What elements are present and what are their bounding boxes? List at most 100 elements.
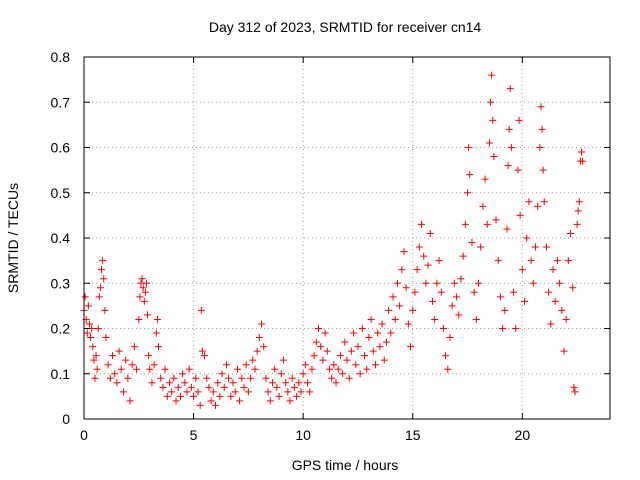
data-point — [343, 356, 351, 364]
data-point — [567, 229, 575, 237]
data-point — [170, 374, 178, 382]
data-point — [308, 365, 316, 373]
data-point — [420, 252, 428, 260]
data-point — [260, 343, 268, 351]
data-point — [503, 225, 511, 233]
data-point — [183, 388, 191, 396]
data-point — [475, 279, 482, 287]
data-point — [133, 365, 141, 373]
data-point — [470, 288, 478, 296]
data-point — [142, 279, 150, 287]
data-point — [560, 347, 568, 355]
data-point — [446, 334, 454, 342]
data-point — [380, 356, 388, 364]
data-point — [240, 383, 248, 391]
data-point — [106, 374, 114, 382]
data-point — [472, 315, 480, 323]
data-point — [510, 288, 518, 296]
data-point — [284, 388, 292, 396]
data-point — [161, 365, 169, 373]
x-tick-label: 15 — [405, 427, 421, 443]
data-point — [455, 311, 463, 319]
data-point — [321, 329, 329, 337]
y-tick-label: 0.3 — [51, 275, 71, 291]
data-point — [148, 379, 156, 387]
data-point — [117, 365, 125, 373]
data-point — [218, 370, 226, 378]
data-point — [465, 144, 473, 151]
data-point — [396, 302, 404, 310]
data-point — [411, 288, 419, 296]
data-point — [136, 293, 144, 301]
data-point — [205, 383, 213, 391]
data-point — [354, 343, 362, 351]
data-point — [448, 302, 456, 310]
data-point — [553, 257, 561, 265]
data-point — [571, 388, 579, 396]
data-point — [435, 257, 443, 265]
data-point — [398, 266, 406, 274]
data-point — [459, 252, 467, 260]
data-point — [247, 374, 255, 382]
data-point — [111, 370, 119, 378]
data-point — [197, 306, 205, 314]
data-point — [89, 343, 97, 351]
data-point — [413, 266, 421, 274]
data-point — [457, 275, 465, 283]
data-point — [496, 293, 504, 301]
data-point — [336, 352, 344, 360]
chart-title: Day 312 of 2023, SRMTID for receiver cn1… — [209, 19, 482, 35]
data-point — [233, 365, 241, 373]
data-point — [293, 392, 301, 400]
data-point — [229, 379, 237, 387]
data-point — [266, 397, 274, 405]
data-point — [222, 361, 230, 369]
data-point — [304, 379, 312, 387]
data-point — [494, 257, 502, 265]
data-point — [93, 365, 101, 373]
data-point — [192, 374, 200, 382]
data-point — [551, 297, 559, 305]
data-point — [371, 361, 379, 369]
data-point — [152, 329, 160, 337]
data-point — [453, 293, 461, 301]
data-point — [282, 379, 290, 387]
data-point — [376, 343, 384, 351]
data-point — [273, 383, 281, 391]
data-point — [209, 388, 217, 396]
grid-layer — [84, 57, 610, 419]
data-point — [297, 388, 305, 396]
data-point — [573, 220, 581, 228]
data-point — [306, 388, 314, 396]
data-point — [538, 125, 546, 133]
data-point — [212, 401, 219, 409]
data-point — [389, 293, 397, 301]
data-point — [271, 365, 279, 373]
data-point — [94, 325, 102, 332]
data-point — [485, 139, 493, 147]
data-point — [466, 171, 474, 179]
y-tick-label: 0.6 — [51, 140, 71, 156]
data-point — [352, 361, 360, 369]
data-point — [418, 220, 426, 228]
data-point — [523, 234, 531, 242]
data-point — [407, 343, 415, 351]
data-point — [358, 325, 366, 332]
data-point — [575, 198, 583, 206]
data-point — [339, 370, 347, 378]
data-point — [564, 257, 572, 265]
data-point — [562, 315, 570, 323]
data-point — [409, 306, 417, 314]
data-point — [286, 397, 294, 405]
data-point — [172, 397, 180, 405]
data-point — [505, 125, 513, 133]
data-point — [145, 352, 153, 360]
data-point — [382, 338, 390, 346]
data-point — [464, 189, 472, 197]
data-point — [92, 352, 100, 360]
data-point — [387, 329, 395, 337]
data-point — [527, 257, 535, 265]
data-point — [100, 275, 108, 283]
data-point — [536, 144, 544, 151]
data-point — [547, 320, 555, 328]
